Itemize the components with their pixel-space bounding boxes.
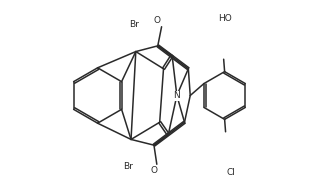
Text: O: O — [154, 15, 161, 25]
Text: O: O — [150, 166, 157, 175]
Text: Br: Br — [123, 162, 133, 171]
Text: N: N — [173, 91, 180, 100]
Text: Br: Br — [129, 20, 139, 29]
Text: Cl: Cl — [227, 168, 236, 177]
Text: HO: HO — [218, 14, 232, 23]
